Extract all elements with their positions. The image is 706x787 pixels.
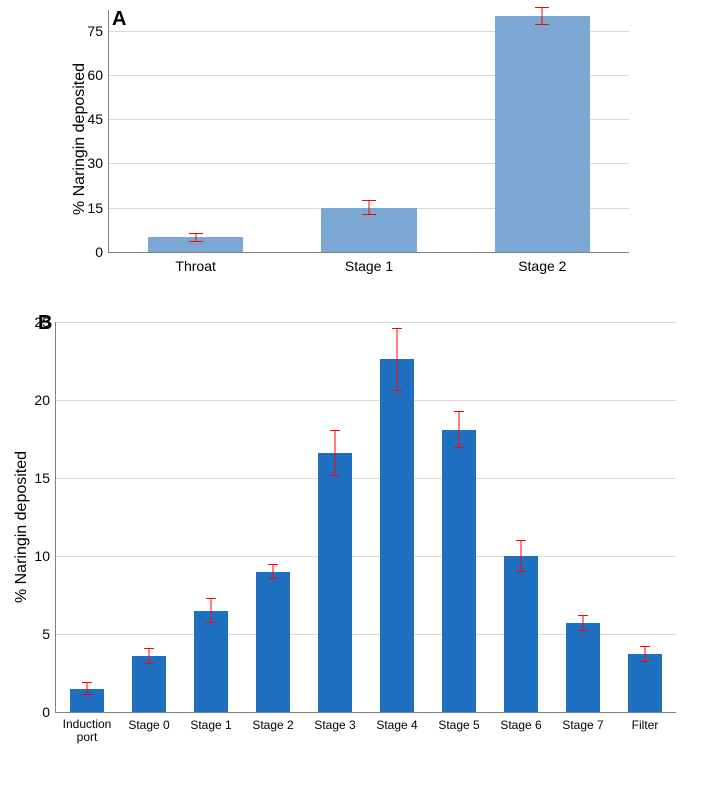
bar xyxy=(148,237,243,252)
x-tick-label: Inductionport xyxy=(63,718,112,744)
bar xyxy=(495,16,590,252)
figure: A % Naringin deposited 01530456075Throat… xyxy=(0,0,706,787)
x-tick-label: Filter xyxy=(632,718,659,732)
x-tick-label: Stage 2 xyxy=(518,258,566,274)
bar xyxy=(321,208,416,252)
x-tick-label: Stage 5 xyxy=(438,718,479,732)
y-tick-label: 30 xyxy=(87,155,103,171)
panel-a-ylabel: % Naringin deposited xyxy=(71,39,89,239)
panel-b-plot: 0510152025InductionportStage 0Stage 1Sta… xyxy=(55,322,676,713)
gridline xyxy=(56,322,676,323)
x-tick-label: Stage 1 xyxy=(345,258,393,274)
y-tick-label: 10 xyxy=(34,548,50,564)
bar xyxy=(132,656,166,712)
bar xyxy=(442,430,476,712)
y-tick-label: 45 xyxy=(87,111,103,127)
bar xyxy=(628,654,662,712)
gridline xyxy=(56,400,676,401)
x-tick-label: Throat xyxy=(175,258,215,274)
y-tick-label: 75 xyxy=(87,23,103,39)
bar xyxy=(380,359,414,712)
gridline xyxy=(56,478,676,479)
bar xyxy=(504,556,538,712)
x-tick-label: Stage 1 xyxy=(190,718,231,732)
y-tick-label: 25 xyxy=(34,314,50,330)
x-tick-label: Stage 2 xyxy=(252,718,293,732)
bar xyxy=(256,572,290,712)
y-tick-label: 0 xyxy=(42,704,50,720)
x-tick-label: Stage 6 xyxy=(500,718,541,732)
bar xyxy=(70,689,104,712)
panel-a-plot: 01530456075ThroatStage 1Stage 2 xyxy=(108,10,629,253)
x-tick-label: Stage 0 xyxy=(128,718,169,732)
y-tick-label: 15 xyxy=(87,200,103,216)
y-tick-label: 20 xyxy=(34,392,50,408)
gridline xyxy=(56,556,676,557)
panel-b-ylabel: % Naringin deposited xyxy=(13,427,31,627)
x-tick-label: Stage 7 xyxy=(562,718,603,732)
x-tick-label: Stage 4 xyxy=(376,718,417,732)
y-tick-label: 0 xyxy=(95,244,103,260)
panel-a: A % Naringin deposited 01530456075Throat… xyxy=(0,0,706,295)
bar xyxy=(318,453,352,712)
y-tick-label: 15 xyxy=(34,470,50,486)
x-tick-label: Stage 3 xyxy=(314,718,355,732)
bar xyxy=(566,623,600,712)
bar xyxy=(194,611,228,712)
y-tick-label: 60 xyxy=(87,67,103,83)
panel-b: B % Naringin deposited 0510152025Inducti… xyxy=(0,318,706,783)
y-tick-label: 5 xyxy=(42,626,50,642)
